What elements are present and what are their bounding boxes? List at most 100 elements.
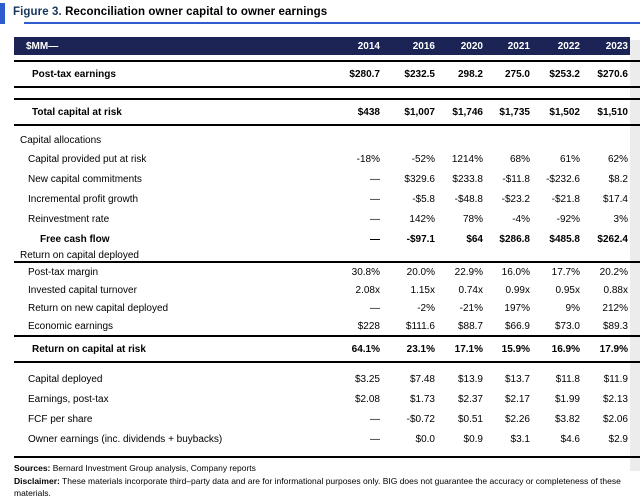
- cell-value: -4%: [512, 213, 530, 225]
- disclaimer-label: Disclaimer:: [14, 475, 60, 486]
- sources-label: Sources:: [14, 463, 51, 473]
- cell-value: $13.9: [457, 373, 483, 385]
- cell-value: 62%: [607, 153, 628, 165]
- cell-value: 0.88x: [603, 284, 628, 296]
- row-label: Return on new capital deployed: [28, 302, 169, 314]
- cell-value: —: [370, 433, 380, 445]
- figure-title-text: Reconciliation owner capital to owner ea…: [65, 6, 328, 18]
- table-row: Return on new capital deployed — -2% -21% 19…: [14, 299, 640, 317]
- cell-value: $1,735: [499, 106, 530, 118]
- figure-title-block: Figure 3. Reconciliation owner capital t…: [0, 0, 640, 24]
- row-label: Capital deployed: [28, 373, 103, 385]
- cell-value: 9%: [565, 302, 580, 314]
- cell-value: -$23.2: [501, 193, 530, 205]
- horizontal-rule: [14, 361, 640, 363]
- cell-value: $286.8: [499, 233, 530, 245]
- cell-value: $89.3: [602, 320, 628, 332]
- cell-value: $11.8: [555, 373, 580, 385]
- cell-value: $64: [466, 233, 483, 245]
- table-body: Post-tax earnings $280.7 $232.5 298.2 275.0 $…: [14, 60, 640, 458]
- cell-value: 20.0%: [406, 266, 435, 278]
- cell-value: 17.9%: [599, 343, 628, 355]
- row-label: Return on capital at risk: [32, 343, 146, 355]
- cell-value: 0.74x: [458, 284, 483, 296]
- cell-value: —: [370, 302, 380, 314]
- cell-value: 17.7%: [551, 266, 580, 278]
- cell-value: -21%: [459, 302, 483, 314]
- cell-value: 78%: [462, 213, 483, 225]
- cell-value: -18%: [356, 153, 380, 165]
- year-header: 2016: [412, 40, 435, 52]
- cell-value: 1214%: [451, 153, 483, 165]
- cell-value: $0.51: [457, 413, 483, 425]
- table-row: Post-tax earnings $280.7 $232.5 298.2 275.0 $…: [14, 62, 640, 86]
- cell-value: —: [370, 213, 380, 225]
- cell-value: $1.73: [409, 393, 435, 405]
- sources-text: Bernard Investment Group analysis, Compa…: [50, 463, 256, 473]
- cell-value: 17.1%: [454, 343, 483, 355]
- cell-value: $262.4: [597, 233, 628, 245]
- cell-value: 68%: [509, 153, 530, 165]
- unit-header: $MM—: [26, 40, 59, 52]
- cell-value: 1.15x: [410, 284, 435, 296]
- row-label: Post-tax margin: [28, 266, 99, 278]
- horizontal-rule: [14, 86, 640, 88]
- cell-value: 197%: [504, 302, 530, 314]
- cell-value: $280.7: [349, 68, 380, 80]
- cell-value: $3.1: [510, 433, 530, 445]
- cell-value: $2.26: [504, 413, 530, 425]
- horizontal-rule: [14, 60, 640, 62]
- cell-value: -$5.8: [412, 193, 435, 205]
- table-row: Return on capital at risk 64.1% 23.1% 17.1%…: [14, 337, 640, 361]
- horizontal-rule: [14, 261, 640, 263]
- cell-value: -2%: [417, 302, 435, 314]
- disclaimer-line: Disclaimer: These materials incorporate …: [14, 475, 640, 500]
- table-row: Capital provided put at risk -18% -52% 1214…: [14, 149, 640, 169]
- cell-value: -$0.72: [406, 413, 435, 425]
- figure-label: Figure 3.: [13, 6, 62, 18]
- year-header: 2023: [605, 40, 628, 52]
- cell-value: 15.9%: [501, 343, 530, 355]
- table-row: FCF per share — -$0.72 $0.51 $2.26 $3.82 $2.06: [14, 409, 640, 429]
- table-row: Incremental profit growth — -$5.8 -$48.8 -$2…: [14, 189, 640, 209]
- cell-value: 20.2%: [599, 266, 628, 278]
- cell-value: $253.2: [549, 68, 580, 80]
- cell-value: 22.9%: [454, 266, 483, 278]
- row-label: FCF per share: [28, 413, 93, 425]
- table-row: Total capital at risk $438 $1,007 $1,746 $1,…: [14, 100, 640, 124]
- cell-value: 275.0: [504, 68, 530, 80]
- cell-value: $3.82: [554, 413, 580, 425]
- cell-value: 298.2: [457, 68, 483, 80]
- cell-value: $0.0: [415, 433, 435, 445]
- horizontal-rule: [14, 124, 640, 126]
- section-header: Return on capital deployed: [20, 249, 139, 261]
- sources-line: Sources: Bernard Investment Group analys…: [14, 462, 640, 475]
- cell-value: 212%: [602, 302, 628, 314]
- cell-value: 142%: [409, 213, 435, 225]
- footer-notes: Sources: Bernard Investment Group analys…: [14, 462, 640, 500]
- table-row: Economic earnings $228 $111.6 $88.7 $66.9 $73…: [14, 317, 640, 335]
- table-row: Owner earnings (inc. dividends + buyback…: [14, 429, 640, 449]
- figure-title: Figure 3. Reconciliation owner capital t…: [13, 6, 640, 18]
- cell-value: —: [370, 233, 380, 245]
- cell-value: $2.08: [354, 393, 380, 405]
- table-row: Reinvestment rate — 142% 78% -4% -92% 3%: [14, 209, 640, 229]
- cell-value: 3%: [613, 213, 628, 225]
- cell-value: $3.25: [354, 373, 380, 385]
- cell-value: —: [370, 193, 380, 205]
- accent-bar: [0, 3, 5, 24]
- cell-value: 2.08x: [355, 284, 380, 296]
- cell-value: 0.95x: [555, 284, 580, 296]
- cell-value: 23.1%: [406, 343, 435, 355]
- cell-value: $485.8: [549, 233, 580, 245]
- cell-value: $2.06: [602, 413, 628, 425]
- cell-value: $2.17: [504, 393, 530, 405]
- cell-value: $438: [357, 106, 380, 118]
- cell-value: -$232.6: [546, 173, 580, 185]
- row-label: Earnings, post-tax: [28, 393, 109, 405]
- row-label: Post-tax earnings: [32, 68, 116, 80]
- cell-value: —: [370, 413, 380, 425]
- horizontal-rule: [14, 456, 640, 458]
- cell-value: -$97.1: [406, 233, 435, 245]
- cell-value: $270.6: [597, 68, 628, 80]
